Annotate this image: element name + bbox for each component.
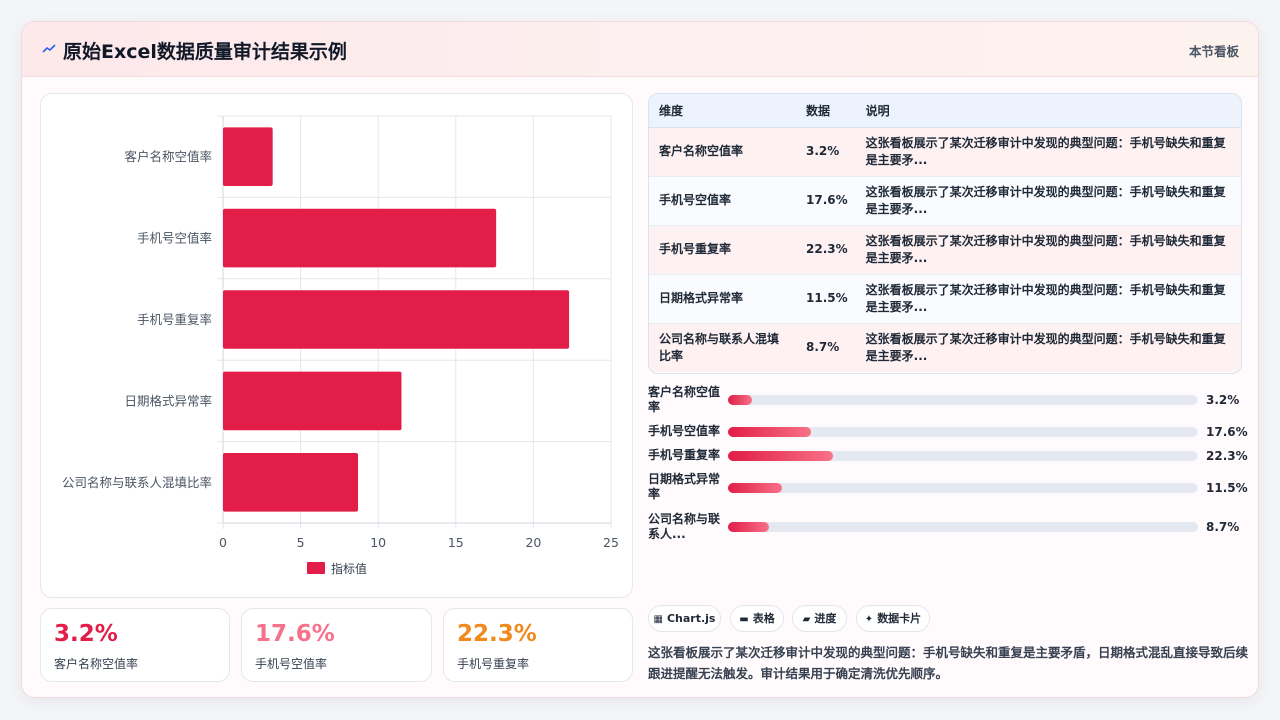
progress-row: 手机号重复率 22.3% — [648, 447, 1248, 477]
table-row: 手机号空值率 17.6% 这张看板展示了某次迁移审计中发现的典型问题：手机号缺失… — [649, 176, 1241, 226]
table-cell: 11.5% — [796, 274, 856, 324]
table-cell: 这张看板展示了某次迁移审计中发现的典型问题：手机号缺失和重复是主要矛... — [855, 323, 1241, 372]
chip-progress[interactable]: ▰ 进度 — [792, 605, 847, 632]
dashboard-card: 原始Excel数据质量审计结果示例 本节看板 0 5 10 15 20 25 客户名称空值率… — [21, 21, 1259, 698]
progress-fill — [728, 522, 769, 532]
x-tick-label: 10 — [370, 535, 386, 550]
y-category-label: 公司名称与联系人混填比率 — [62, 475, 212, 490]
y-category-label: 日期格式异常率 — [124, 393, 212, 408]
kpi-label: 手机号空值率 — [255, 657, 328, 671]
data-table: 维度 数据 说明 客户名称空值率 3.2% 这张看板展示了某次迁移审计中发现的典… — [648, 93, 1242, 374]
column-header: 数据 — [796, 94, 856, 128]
chip-data-card[interactable]: ✦ 数据卡片 — [856, 605, 930, 632]
chip-chartjs[interactable]: ▦ Chart.js — [648, 605, 721, 632]
table-cell: 公司名称与联系人混填比率 — [649, 323, 796, 372]
legend-swatch — [307, 562, 325, 574]
table-row: 公司名称与联系人混填比率 8.7% 这张看板展示了某次迁移审计中发现的典型问题：… — [649, 323, 1241, 372]
chip-label: 数据卡片 — [877, 612, 922, 625]
table-cell: 8.7% — [796, 323, 856, 372]
bar — [223, 452, 359, 512]
progress-label: 公司名称与联系人... — [648, 512, 721, 541]
column-header: 维度 — [649, 94, 796, 128]
chip-label: 表格 — [752, 612, 775, 625]
x-tick-label: 20 — [525, 535, 541, 550]
bar — [223, 371, 402, 431]
table-icon: ▬ — [739, 614, 749, 625]
kpi-card: 22.3% 手机号重复率 — [443, 608, 633, 682]
kpi-card: 17.6% 手机号空值率 — [241, 608, 432, 682]
y-category-label: 客户名称空值率 — [124, 149, 212, 164]
table-cell: 手机号重复率 — [649, 225, 796, 275]
progress-track — [728, 427, 1198, 437]
progress-track — [728, 451, 1198, 461]
progress-icon: ▰ — [802, 614, 811, 625]
progress-value: 11.5% — [1206, 481, 1248, 495]
table-cell: 客户名称空值率 — [649, 127, 796, 177]
chip-label: 进度 — [814, 612, 837, 625]
table-cell: 3.2% — [796, 127, 856, 177]
table-row: 客户名称空值率 3.2% 这张看板展示了某次迁移审计中发现的典型问题：手机号缺失… — [649, 127, 1241, 177]
table-header-row: 维度 数据 说明 — [649, 94, 1241, 128]
kpi-card: 3.2% 客户名称空值率 — [40, 608, 230, 682]
chart-line-icon — [42, 44, 56, 53]
kpi-value: 17.6% — [255, 621, 335, 647]
progress-value: 17.6% — [1206, 425, 1248, 439]
progress-row: 客户名称空值率 3.2% — [648, 385, 1248, 415]
progress-row: 日期格式异常率 11.5% — [648, 472, 1248, 502]
x-tick-label: 15 — [448, 535, 464, 550]
y-category-label: 手机号重复率 — [137, 312, 212, 327]
progress-track — [728, 395, 1198, 405]
progress-value: 22.3% — [1206, 449, 1248, 463]
progress-label: 日期格式异常率 — [648, 472, 721, 501]
kpi-value: 22.3% — [457, 621, 537, 647]
progress-label: 客户名称空值率 — [648, 385, 721, 414]
x-tick-label: 0 — [219, 535, 227, 550]
progress-track — [728, 483, 1198, 493]
table-cell: 这张看板展示了某次迁移审计中发现的典型问题：手机号缺失和重复是主要矛... — [855, 225, 1241, 275]
progress-value: 8.7% — [1206, 520, 1240, 534]
chart-icon: ▦ — [653, 614, 663, 625]
section-tag: 本节看板 — [1188, 44, 1239, 59]
table-cell: 这张看板展示了某次迁移审计中发现的典型问题：手机号缺失和重复是主要矛... — [855, 127, 1241, 177]
x-tick-label: 5 — [297, 535, 305, 550]
table-cell: 22.3% — [796, 225, 856, 275]
table-cell: 这张看板展示了某次迁移审计中发现的典型问题：手机号缺失和重复是主要矛... — [855, 274, 1241, 324]
progress-value: 3.2% — [1206, 393, 1240, 407]
bar — [223, 208, 497, 268]
kpi-label: 客户名称空值率 — [54, 657, 139, 671]
progress-fill — [728, 483, 783, 493]
table-cell: 日期格式异常率 — [649, 274, 796, 324]
y-category-label: 手机号空值率 — [137, 231, 212, 246]
bar-chart: 0 5 10 15 20 25 客户名称空值率手机号空值率手机号重复率日期格式异常率公司名称… — [62, 115, 619, 576]
chip-label: Chart.js — [666, 612, 716, 625]
bar — [223, 290, 570, 349]
table-row: 日期格式异常率 11.5% 这张看板展示了某次迁移审计中发现的典型问题：手机号缺… — [649, 274, 1241, 324]
progress-fill — [728, 395, 752, 405]
legend-label: 指标值 — [331, 561, 367, 576]
column-header: 说明 — [855, 94, 1241, 128]
header-bar: 原始Excel数据质量审计结果示例 本节看板 — [22, 22, 1258, 77]
progress-track — [728, 522, 1198, 532]
kpi-value: 3.2% — [54, 621, 118, 647]
progress-row: 公司名称与联系人... 8.7% — [648, 512, 1248, 542]
table-cell: 17.6% — [796, 176, 856, 226]
table-row: 手机号重复率 22.3% 这张看板展示了某次迁移审计中发现的典型问题：手机号缺失… — [649, 225, 1241, 275]
description-text: 这张看板展示了某次迁移审计中发现的典型问题：手机号缺失和重复是主要矛盾，日期格式… — [648, 645, 1249, 681]
table-cell: 这张看板展示了某次迁移审计中发现的典型问题：手机号缺失和重复是主要矛... — [855, 176, 1241, 226]
page-title: 原始Excel数据质量审计结果示例 — [63, 41, 347, 63]
progress-label: 手机号重复率 — [648, 448, 721, 462]
progress-row: 手机号空值率 17.6% — [648, 423, 1248, 453]
kpi-label: 手机号重复率 — [457, 657, 530, 671]
progress-label: 手机号空值率 — [648, 424, 721, 438]
bar-chart-panel: 0 5 10 15 20 25 客户名称空值率手机号空值率 手机号重复率日期格式异常率公司名称… — [40, 93, 633, 598]
x-tick-label: 25 — [603, 535, 619, 550]
table-cell: 手机号空值率 — [649, 176, 796, 226]
progress-fill — [728, 451, 833, 461]
sparkle-icon: ✦ — [864, 614, 874, 625]
chip-table[interactable]: ▬ 表格 — [730, 605, 784, 632]
bar — [223, 127, 273, 187]
progress-fill — [728, 427, 811, 437]
